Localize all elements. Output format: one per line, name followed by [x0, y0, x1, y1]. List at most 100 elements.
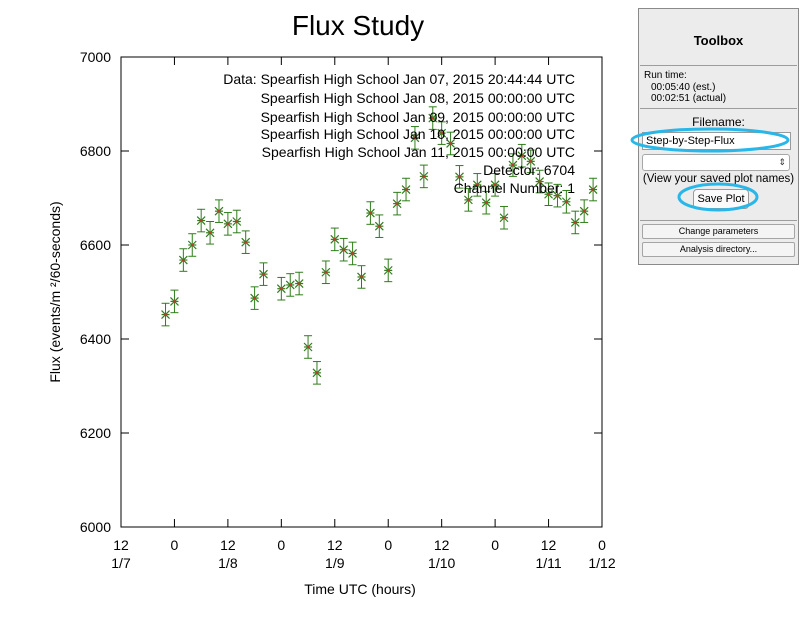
data-point: [187, 233, 197, 257]
data-point: [544, 182, 553, 207]
y-axis-label: Flux (events/m ²/60-seconds): [47, 201, 63, 382]
y-tick-label: 6000: [80, 519, 111, 535]
annotation-line-1: Data: Spearfish High School Jan 07, 2015…: [223, 71, 575, 87]
marker-center: [244, 240, 248, 244]
y-tick-label: 6200: [80, 425, 111, 441]
marker-center: [440, 131, 443, 135]
annotation-line-3: Spearfish High School Jan 09, 2015 00:00…: [261, 109, 575, 125]
x-tick-date-label: 1/10: [428, 555, 455, 571]
marker-center: [324, 270, 328, 274]
data-point: [214, 199, 224, 223]
data-point: [535, 169, 545, 194]
marker-center: [333, 238, 337, 241]
y-tick-label: 6600: [80, 237, 111, 253]
data-point: [330, 227, 340, 252]
saved-names-hint: (View your saved plot names): [642, 173, 795, 185]
data-points: [161, 106, 598, 385]
marker-center: [315, 371, 319, 375]
data-point: [170, 289, 179, 314]
data-point: [232, 209, 242, 234]
marker-center: [235, 220, 239, 223]
marker-center: [582, 209, 586, 213]
x-tick-label: 0: [277, 537, 285, 553]
change-parameters-button[interactable]: Change parameters: [642, 224, 795, 239]
marker-center: [217, 209, 221, 213]
marker-center: [280, 287, 283, 291]
data-point: [259, 262, 268, 286]
data-point: [178, 248, 188, 272]
data-point: [321, 260, 331, 285]
flux-chart: Flux Study 6000 6200 6400 6600 6800 7000 12 1/7…: [47, 10, 616, 597]
data-point: [276, 276, 286, 301]
select-arrows-icon: ⇕: [778, 157, 786, 167]
x-tick-label: 12: [327, 537, 343, 553]
marker-center: [262, 272, 265, 276]
data-point: [490, 173, 500, 197]
data-point: [348, 241, 358, 266]
data-point: [374, 214, 384, 238]
marker-center: [351, 252, 354, 255]
x-tick-date-label: 1/9: [325, 555, 345, 571]
data-point: [463, 188, 473, 212]
marker-center: [378, 224, 381, 228]
filename-input[interactable]: Step-by-Step-Flux: [642, 132, 791, 150]
data-point: [579, 199, 589, 223]
data-point: [250, 286, 260, 310]
marker-center: [208, 231, 212, 235]
data-point: [588, 177, 598, 202]
y-tick-label: 7000: [80, 49, 111, 65]
marker-center: [467, 198, 470, 202]
marker-center: [342, 248, 345, 251]
marker-center: [386, 269, 390, 272]
x-tick-label: 0: [491, 537, 499, 553]
data-point: [437, 121, 447, 145]
run-time-estimated: 00:05:40 (est.): [651, 82, 716, 93]
marker-center: [413, 136, 417, 140]
annotation-line-5: Spearfish High School Jan 11, 2015 00:00…: [262, 144, 575, 160]
x-tick-label: 0: [598, 537, 606, 553]
data-point: [303, 335, 313, 359]
marker-center: [395, 202, 399, 205]
marker-center: [297, 282, 301, 285]
saved-plots-select[interactable]: ⇕: [642, 154, 790, 171]
marker-center: [484, 201, 488, 204]
data-point: [570, 210, 580, 235]
marker-center: [573, 221, 577, 224]
data-point: [410, 126, 420, 150]
y-tick-label: 6800: [80, 143, 111, 159]
data-point: [392, 191, 402, 216]
data-point: [285, 273, 295, 297]
analysis-directory-button[interactable]: Analysis directory...: [642, 242, 795, 257]
marker-center: [547, 192, 550, 196]
marker-center: [190, 243, 194, 247]
data-point: [205, 221, 215, 245]
marker-center: [493, 183, 497, 187]
data-point: [223, 212, 233, 236]
data-point: [553, 183, 562, 208]
marker-center: [173, 300, 176, 303]
marker-center: [502, 216, 506, 220]
data-point: [383, 258, 393, 283]
chart-title: Flux Study: [292, 10, 424, 41]
marker-center: [449, 142, 452, 145]
toolbox-panel: Toolbox Run time: 00:05:40 (est.) 00:02:…: [638, 8, 799, 265]
data-point: [508, 153, 518, 177]
save-plot-button[interactable]: Save Plot: [693, 189, 749, 209]
marker-center: [565, 200, 568, 204]
data-point: [357, 265, 366, 289]
marker-center: [556, 194, 559, 197]
marker-center: [475, 183, 479, 187]
annotation-channel: Channel Number: 1: [454, 180, 576, 196]
x-tick-date-label: 1/11: [535, 555, 561, 571]
marker-center: [360, 275, 363, 279]
x-tick-label: 0: [171, 537, 179, 553]
x-tick-date-label: 1/8: [218, 555, 238, 571]
filename-label: Filename:: [692, 115, 745, 129]
annotation-detector: Detector: 6704: [483, 162, 575, 178]
marker-center: [404, 188, 408, 191]
marker-center: [520, 154, 524, 157]
marker-center: [591, 188, 595, 191]
data-point: [365, 201, 375, 225]
marker-center: [458, 175, 461, 179]
divider: [640, 220, 797, 221]
